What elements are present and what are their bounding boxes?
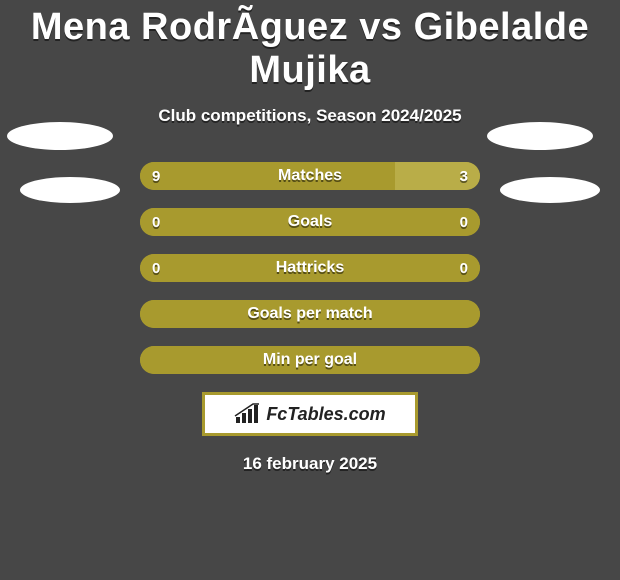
brand-box: FcTables.com (202, 392, 418, 436)
stat-bar-left-fill (140, 300, 480, 328)
stat-bar-right-fill (395, 162, 480, 190)
bar-chart-ascending-icon (234, 403, 260, 425)
side-ellipse-left (7, 122, 113, 150)
stat-bar-row: Min per goal (140, 346, 480, 374)
stat-bar-track (140, 162, 480, 190)
side-ellipse-left (20, 177, 120, 203)
stat-bar-track (140, 208, 480, 236)
footer-date: 16 february 2025 (0, 454, 620, 474)
stat-bar-track (140, 346, 480, 374)
side-ellipse-right (487, 122, 593, 150)
comparison-infographic: Mena RodrÃ­guez vs Gibelalde Mujika Club… (0, 0, 620, 580)
stat-bar-track (140, 300, 480, 328)
stat-bar-row: Goals00 (140, 208, 480, 236)
stat-bar-left-fill (140, 162, 395, 190)
stat-bar-left-fill (140, 346, 480, 374)
stat-bar-track (140, 254, 480, 282)
brand-text: FcTables.com (266, 404, 385, 425)
page-title: Mena RodrÃ­guez vs Gibelalde Mujika (0, 0, 620, 92)
stat-bar-left-fill (140, 208, 480, 236)
stat-bar-row: Matches93 (140, 162, 480, 190)
stat-bar-row: Hattricks00 (140, 254, 480, 282)
side-ellipse-right (500, 177, 600, 203)
stat-bar-left-fill (140, 254, 480, 282)
stat-bar-row: Goals per match (140, 300, 480, 328)
